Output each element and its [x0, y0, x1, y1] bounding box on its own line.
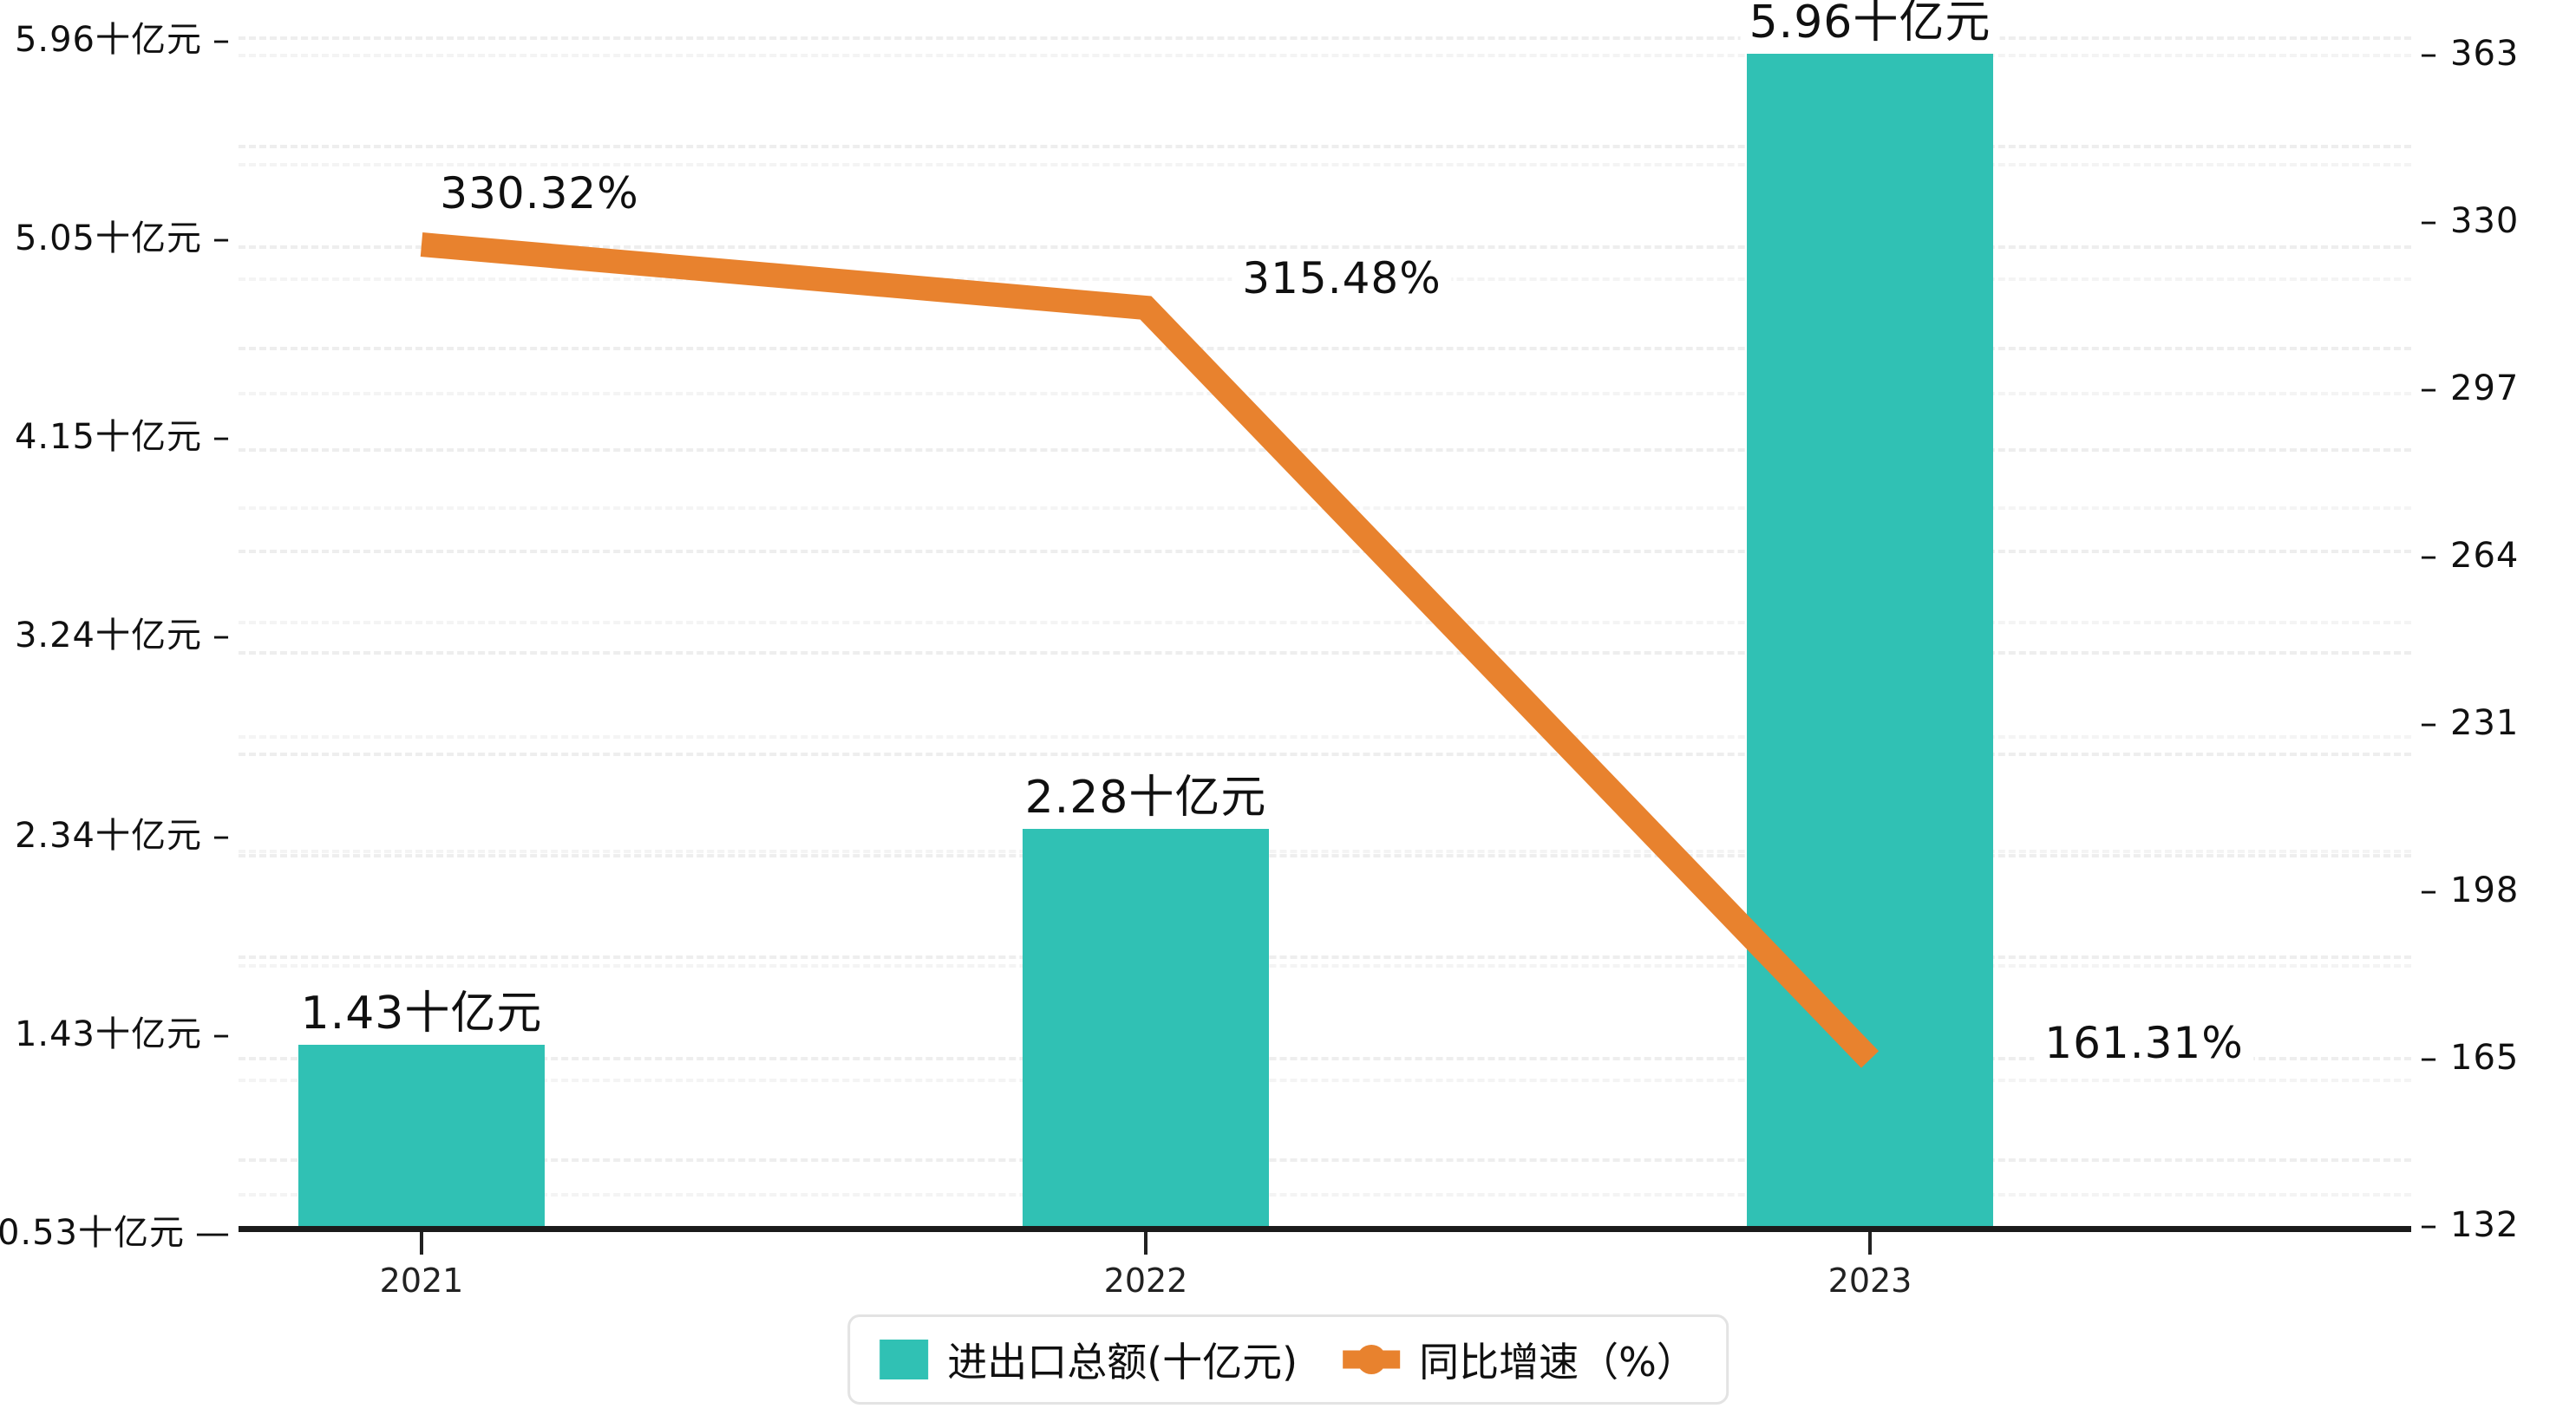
bar-2023[interactable]: [1747, 36, 1993, 1229]
y-axis-left-tick-text: 1.43十亿元: [14, 1014, 202, 1054]
x-axis-tick: [420, 1232, 423, 1255]
legend-label-growth-rate: 同比增速（%）: [1419, 1339, 1697, 1386]
y-axis-right-tick-text: 165: [2450, 1038, 2520, 1078]
y-axis-left-tick-text: 4.15十亿元: [14, 417, 202, 457]
bar-value-label-2022: 2.28十亿元: [1016, 773, 1276, 829]
tick-dash-icon: –: [2420, 34, 2438, 74]
tick-dash-icon: –: [212, 1014, 231, 1054]
y-axis-left-tick: 2.34十亿元 –: [15, 807, 231, 857]
legend-item-import-export[interactable]: 进出口总额(十亿元): [879, 1331, 1298, 1388]
gridline-minor: [239, 1193, 2411, 1197]
tick-dash-icon: –: [2420, 703, 2438, 743]
tick-dash-icon: –: [2420, 1205, 2438, 1245]
y-axis-right-tick-text: 198: [2450, 871, 2520, 910]
line-value-label-2023: 161.31%: [2034, 1016, 2254, 1070]
y-axis-left-tick: 5.05十亿元 –: [15, 210, 231, 260]
gridline-major: [239, 955, 2411, 959]
y-axis-right-tick: –297: [2420, 368, 2519, 408]
gridline-major: [239, 36, 2411, 40]
tick-dash-icon: –: [2420, 871, 2438, 910]
y-axis-left-tick: 0.53十亿元 —: [0, 1204, 231, 1255]
tick-dash-icon: –: [2420, 1038, 2438, 1078]
x-axis-label-2021: 2021: [379, 1262, 464, 1300]
gridline-major: [239, 550, 2411, 553]
x-axis-tick: [1868, 1232, 1872, 1255]
tick-dash-icon: –: [212, 616, 231, 655]
y-axis-left-tick-text: 0.53十亿元: [0, 1213, 185, 1253]
y-axis-left-tick: 1.43十亿元 –: [15, 1006, 231, 1056]
bar-value-label-2021: 1.43十亿元: [291, 989, 552, 1045]
gridline-minor: [239, 506, 2411, 510]
tick-dash-icon: –: [212, 417, 231, 457]
legend-line-circle-icon: [1343, 1340, 1401, 1379]
y-axis-left-tick: 3.24十亿元 –: [15, 607, 231, 657]
gridline-major: [239, 347, 2411, 350]
y-axis-right-tick-text: 231: [2450, 703, 2520, 743]
x-axis-label-2023: 2023: [1827, 1262, 1912, 1300]
bar-value-label-2023: 5.96十亿元: [1740, 0, 2000, 54]
gridline-minor: [239, 735, 2411, 739]
gridline-major: [239, 145, 2411, 148]
x-axis-line: [239, 1226, 2411, 1232]
line-value-label-2021: 330.32%: [429, 166, 650, 220]
y-axis-right-tick: –165: [2420, 1038, 2519, 1078]
y-axis-right-tick: –264: [2420, 536, 2519, 576]
legend: 进出口总额(十亿元) 同比增速（%）: [847, 1314, 1729, 1405]
y-axis-left-tick-text: 5.96十亿元: [14, 20, 202, 60]
gridline-major: [239, 753, 2411, 756]
y-axis-right-tick: –363: [2420, 34, 2519, 74]
x-axis-tick: [1144, 1232, 1147, 1255]
y-axis-right-tick-text: 330: [2450, 201, 2520, 241]
x-axis-label-2022: 2022: [1103, 1262, 1188, 1300]
y-axis-right-tick: –330: [2420, 201, 2519, 241]
y-axis-left-tick-text: 5.05十亿元: [14, 218, 202, 258]
gridline-minor: [239, 964, 2411, 968]
gridline-minor: [239, 1079, 2411, 1082]
gridline-major: [239, 1158, 2411, 1162]
legend-item-growth-rate[interactable]: 同比增速（%）: [1343, 1331, 1697, 1388]
gridline-minor: [239, 392, 2411, 395]
line-value-label-2022: 315.48%: [1232, 251, 1452, 305]
bar-2022[interactable]: [1023, 826, 1269, 1229]
y-axis-left-tick: 5.96十亿元 –: [15, 11, 231, 62]
tick-dash-icon: –: [212, 218, 231, 258]
y-axis-right-tick-text: 264: [2450, 536, 2520, 576]
legend-label-import-export: 进出口总额(十亿元): [947, 1339, 1298, 1386]
y-axis-right-tick: –231: [2420, 703, 2519, 743]
tick-dash-icon: —: [195, 1213, 231, 1253]
gridline-minor: [239, 621, 2411, 624]
gridline-minor: [239, 850, 2411, 853]
tick-dash-icon: –: [212, 816, 231, 856]
tick-dash-icon: –: [2420, 536, 2438, 576]
y-axis-right-tick-text: 363: [2450, 34, 2520, 74]
tick-dash-icon: –: [212, 20, 231, 60]
y-axis-right-tick-text: 297: [2450, 368, 2520, 408]
y-axis-right-tick-text: 132: [2450, 1205, 2520, 1245]
y-axis-left-tick-text: 3.24十亿元: [14, 616, 202, 655]
gridline-minor: [239, 163, 2411, 166]
tick-dash-icon: –: [2420, 201, 2438, 241]
gridline-major: [239, 245, 2411, 249]
gridline-major: [239, 651, 2411, 655]
y-axis-right-tick: –132: [2420, 1205, 2519, 1245]
y-axis-right-tick: –198: [2420, 871, 2519, 910]
gridline-major: [239, 854, 2411, 857]
bar-2021[interactable]: [298, 1042, 545, 1229]
gridline-major: [239, 448, 2411, 452]
y-axis-left-tick: 4.15十亿元 –: [15, 408, 231, 459]
tick-dash-icon: –: [2420, 368, 2438, 408]
gridline-minor: [239, 54, 2411, 57]
y-axis-left-tick-text: 2.34十亿元: [14, 816, 202, 856]
legend-square-icon: [879, 1340, 929, 1379]
